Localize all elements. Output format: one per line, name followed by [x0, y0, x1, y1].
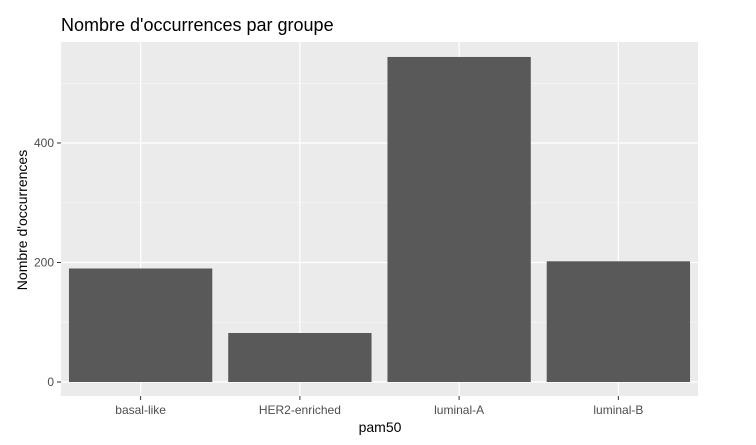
x-axis-label: pam50: [359, 419, 402, 435]
x-tick-label: luminal-A: [434, 403, 484, 417]
x-tick-label: luminal-B: [593, 403, 643, 417]
y-axis-label: Nombre d'occurrences: [14, 150, 30, 290]
y-tick-label: 400: [34, 136, 54, 150]
chart-title: Nombre d'occurrences par groupe: [61, 15, 334, 35]
bar-HER2-enriched: [228, 333, 372, 382]
y-axis: 0 200 400: [34, 136, 61, 389]
y-tick-label: 0: [47, 375, 54, 389]
bar-luminal-B: [546, 261, 691, 382]
x-tick-label: HER2-enriched: [259, 403, 341, 417]
bars: [68, 56, 691, 383]
y-tick-label: 200: [34, 256, 54, 270]
x-axis: basal-like HER2-enriched luminal-A luminal-…: [115, 396, 643, 417]
bar-basal-like: [68, 268, 213, 382]
bar-luminal-A: [387, 56, 531, 383]
x-tick-label: basal-like: [115, 403, 166, 417]
